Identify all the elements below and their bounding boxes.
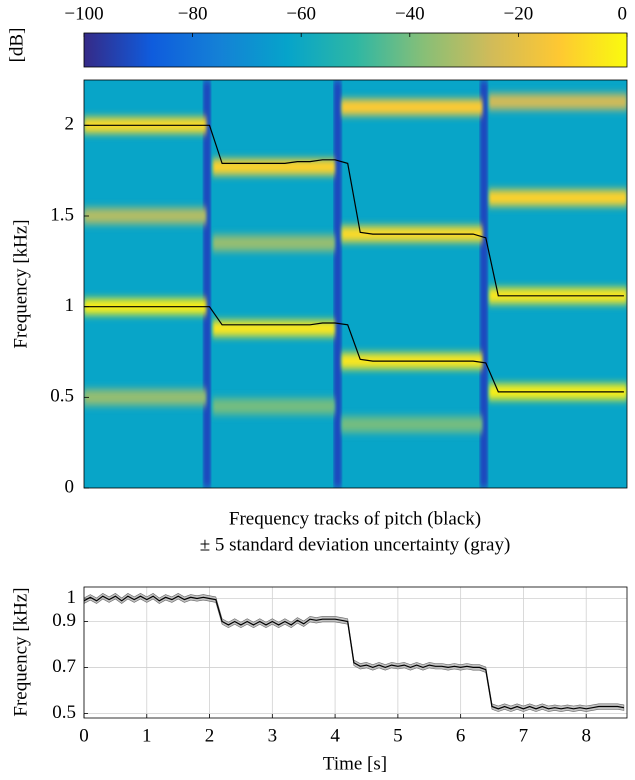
x-axis-label: Time [s] (323, 753, 387, 774)
colorbar-tick-label: −80 (178, 3, 208, 24)
y-tick-label: 2 (65, 114, 75, 135)
x-tick-label: 1 (142, 725, 152, 746)
colorbar-tick-label: −40 (395, 3, 425, 24)
onset-stripe (203, 80, 212, 488)
y-axis-label: Frequency [kHz] (10, 587, 31, 716)
y-tick-label: 1 (65, 295, 75, 316)
y-axis-label: Frequency [kHz] (10, 219, 31, 348)
harmonic-band (212, 235, 336, 252)
colorbar-tick-label: 0 (618, 3, 628, 24)
harmonic-band (212, 320, 336, 337)
pitch-track (84, 124, 624, 297)
y-tick-label: 0.9 (52, 610, 76, 631)
colorbar-tick-label: −60 (286, 3, 316, 24)
colorbar-label: [dB] (6, 28, 27, 63)
plot-frame (83, 79, 628, 489)
x-tick-label: 5 (393, 725, 403, 746)
pitch-track (84, 306, 624, 393)
y-tick-label: 0 (65, 476, 75, 497)
y-tick-label: 0.7 (52, 656, 76, 677)
x-tick-label: 4 (330, 725, 340, 746)
pitch-line (84, 595, 625, 710)
caption: Frequency tracks of pitch (black) (229, 508, 481, 529)
harmonic-band (84, 389, 207, 406)
onset-stripe (333, 80, 342, 488)
caption: ± 5 standard deviation uncertainty (gray… (200, 534, 511, 555)
harmonic-band (341, 99, 483, 116)
uncertainty-band (84, 593, 625, 712)
colorbar-tick-label: −100 (64, 3, 103, 24)
x-tick-label: 3 (268, 725, 278, 746)
harmonic-band (212, 159, 336, 176)
onset-stripe (479, 80, 488, 488)
spectrogram (84, 80, 627, 488)
x-tick-label: 6 (456, 725, 466, 746)
plot-area (84, 593, 625, 712)
harmonic-band (212, 398, 336, 415)
y-tick-label: 1 (67, 587, 77, 608)
y-tick-label: 1.5 (50, 204, 74, 225)
harmonic-band (341, 416, 483, 433)
y-tick-label: 0.5 (52, 702, 76, 723)
y-tick-label: 0.5 (50, 386, 74, 407)
x-tick-label: 7 (519, 725, 529, 746)
harmonic-band (84, 208, 207, 224)
x-tick-label: 0 (79, 725, 89, 746)
harmonic-band (488, 189, 627, 206)
x-tick-label: 8 (581, 725, 591, 746)
harmonic-band (488, 93, 627, 110)
plot-frame (83, 586, 628, 719)
x-tick-label: 2 (205, 725, 215, 746)
colorbar-tick-label: −20 (504, 3, 534, 24)
colorbar (83, 32, 628, 68)
